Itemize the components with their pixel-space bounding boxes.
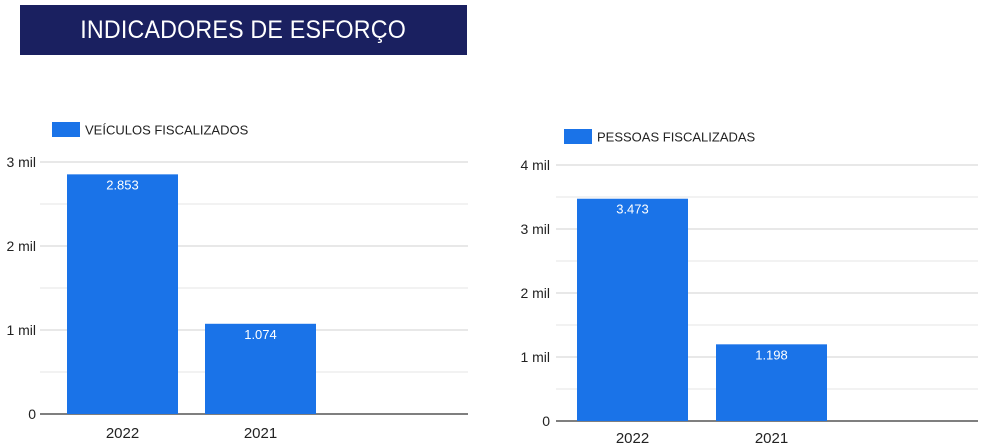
bar	[716, 344, 827, 421]
y-tick-label: 2 mil	[6, 238, 36, 254]
legend-swatch	[52, 122, 80, 137]
legend-swatch	[564, 129, 592, 144]
y-tick-label: 1 mil	[6, 322, 36, 338]
bar-value-label: 1.198	[755, 347, 788, 362]
y-tick-label: 3 mil	[520, 221, 550, 237]
bar	[577, 198, 688, 421]
section-title: INDICADORES DE ESFORÇO	[80, 15, 407, 44]
x-category-label: 2022	[106, 425, 139, 442]
y-tick-label: 2 mil	[520, 285, 550, 301]
y-tick-label: 0	[28, 406, 36, 422]
legend-label: PESSOAS FISCALIZADAS	[597, 130, 756, 145]
vehicles-bar-chart: 0 1 mil 2 mil 3 mil VEÍCULOS FISCALIZADOS 2.8…	[6, 122, 468, 442]
section-banner: INDICADORES DE ESFORÇO	[20, 5, 467, 55]
bar-value-label: 1.074	[244, 327, 277, 342]
x-category-label: 2022	[616, 430, 649, 447]
x-category-label: 2021	[755, 430, 788, 447]
x-category-label: 2021	[244, 425, 277, 442]
bar-value-label: 2.853	[106, 177, 139, 192]
y-tick-label: 4 mil	[520, 157, 550, 173]
y-tick-label: 0	[542, 413, 550, 429]
bar	[205, 323, 316, 414]
bar-value-label: 3.473	[616, 202, 649, 217]
y-tick-label: 1 mil	[520, 349, 550, 365]
bar	[67, 174, 178, 414]
legend-label: VEÍCULOS FISCALIZADOS	[85, 123, 249, 138]
people-bar-chart: 0 1 mil 2 mil 3 mil 4 mil PESSOAS FISCALIZADA…	[520, 129, 978, 447]
y-tick-label: 3 mil	[6, 154, 36, 170]
